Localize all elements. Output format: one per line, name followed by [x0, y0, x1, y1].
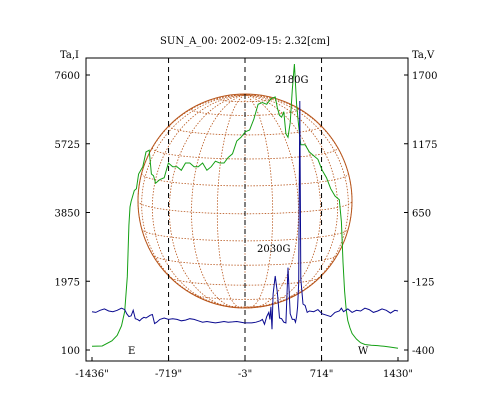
disk-meridian	[244, 94, 339, 308]
right-axis-label: Ta,V	[412, 50, 435, 61]
left-axis-label: Ta,I	[60, 50, 79, 61]
disk-meridian	[244, 94, 322, 308]
x-tick-label: -1436"	[75, 369, 108, 380]
right-tick-label: 1700	[412, 71, 437, 82]
disk-parallel	[151, 147, 339, 160]
left-tick-label: 5725	[55, 140, 80, 151]
plot-frame	[85, 57, 409, 362]
x-tick-label: 714"	[310, 369, 334, 380]
polarization-line	[91, 100, 399, 330]
right-tick-label: 650	[412, 209, 431, 220]
disk-meridian	[244, 94, 274, 309]
dashed-markers	[168, 58, 323, 361]
left-tick-label: 7600	[55, 71, 80, 82]
annotation-2030g: 2030G	[257, 244, 290, 255]
right-tick-label: -400	[412, 346, 434, 357]
x-tick-label: -719"	[155, 369, 182, 380]
disk-meridian	[141, 94, 246, 308]
left-tick-label: 1975	[55, 277, 80, 288]
intensity-line	[91, 63, 399, 349]
disk-parallel	[151, 254, 339, 266]
disk-meridian	[244, 94, 299, 309]
disk-meridian	[244, 94, 349, 308]
limb-label-west: W	[358, 346, 369, 357]
right-tick-label: 1175	[412, 140, 437, 151]
disk-meridian	[168, 94, 246, 308]
annotation-2180g: 2180G	[275, 75, 308, 86]
disk-meridian	[191, 94, 246, 309]
left-tick-label: 100	[61, 346, 80, 357]
chart-title: SUN_A_00: 2002-09-15: 2.32[cm]	[160, 36, 330, 47]
x-tick-label: 1430"	[383, 369, 413, 380]
limb-label-east: E	[128, 346, 135, 357]
disk-meridian	[151, 94, 246, 308]
x-tick-label: -3"	[238, 369, 252, 380]
right-tick-label: -125	[412, 277, 434, 288]
left-tick-label: 3850	[55, 209, 80, 220]
disk-meridian	[216, 94, 246, 309]
disk-parallel	[191, 292, 299, 300]
disk-parallel	[216, 98, 274, 103]
axis-ticks: -1436" -719" -3" 714" 1430" 100 1975 3850 5725 76…	[55, 71, 438, 380]
series-layer	[91, 63, 399, 349]
